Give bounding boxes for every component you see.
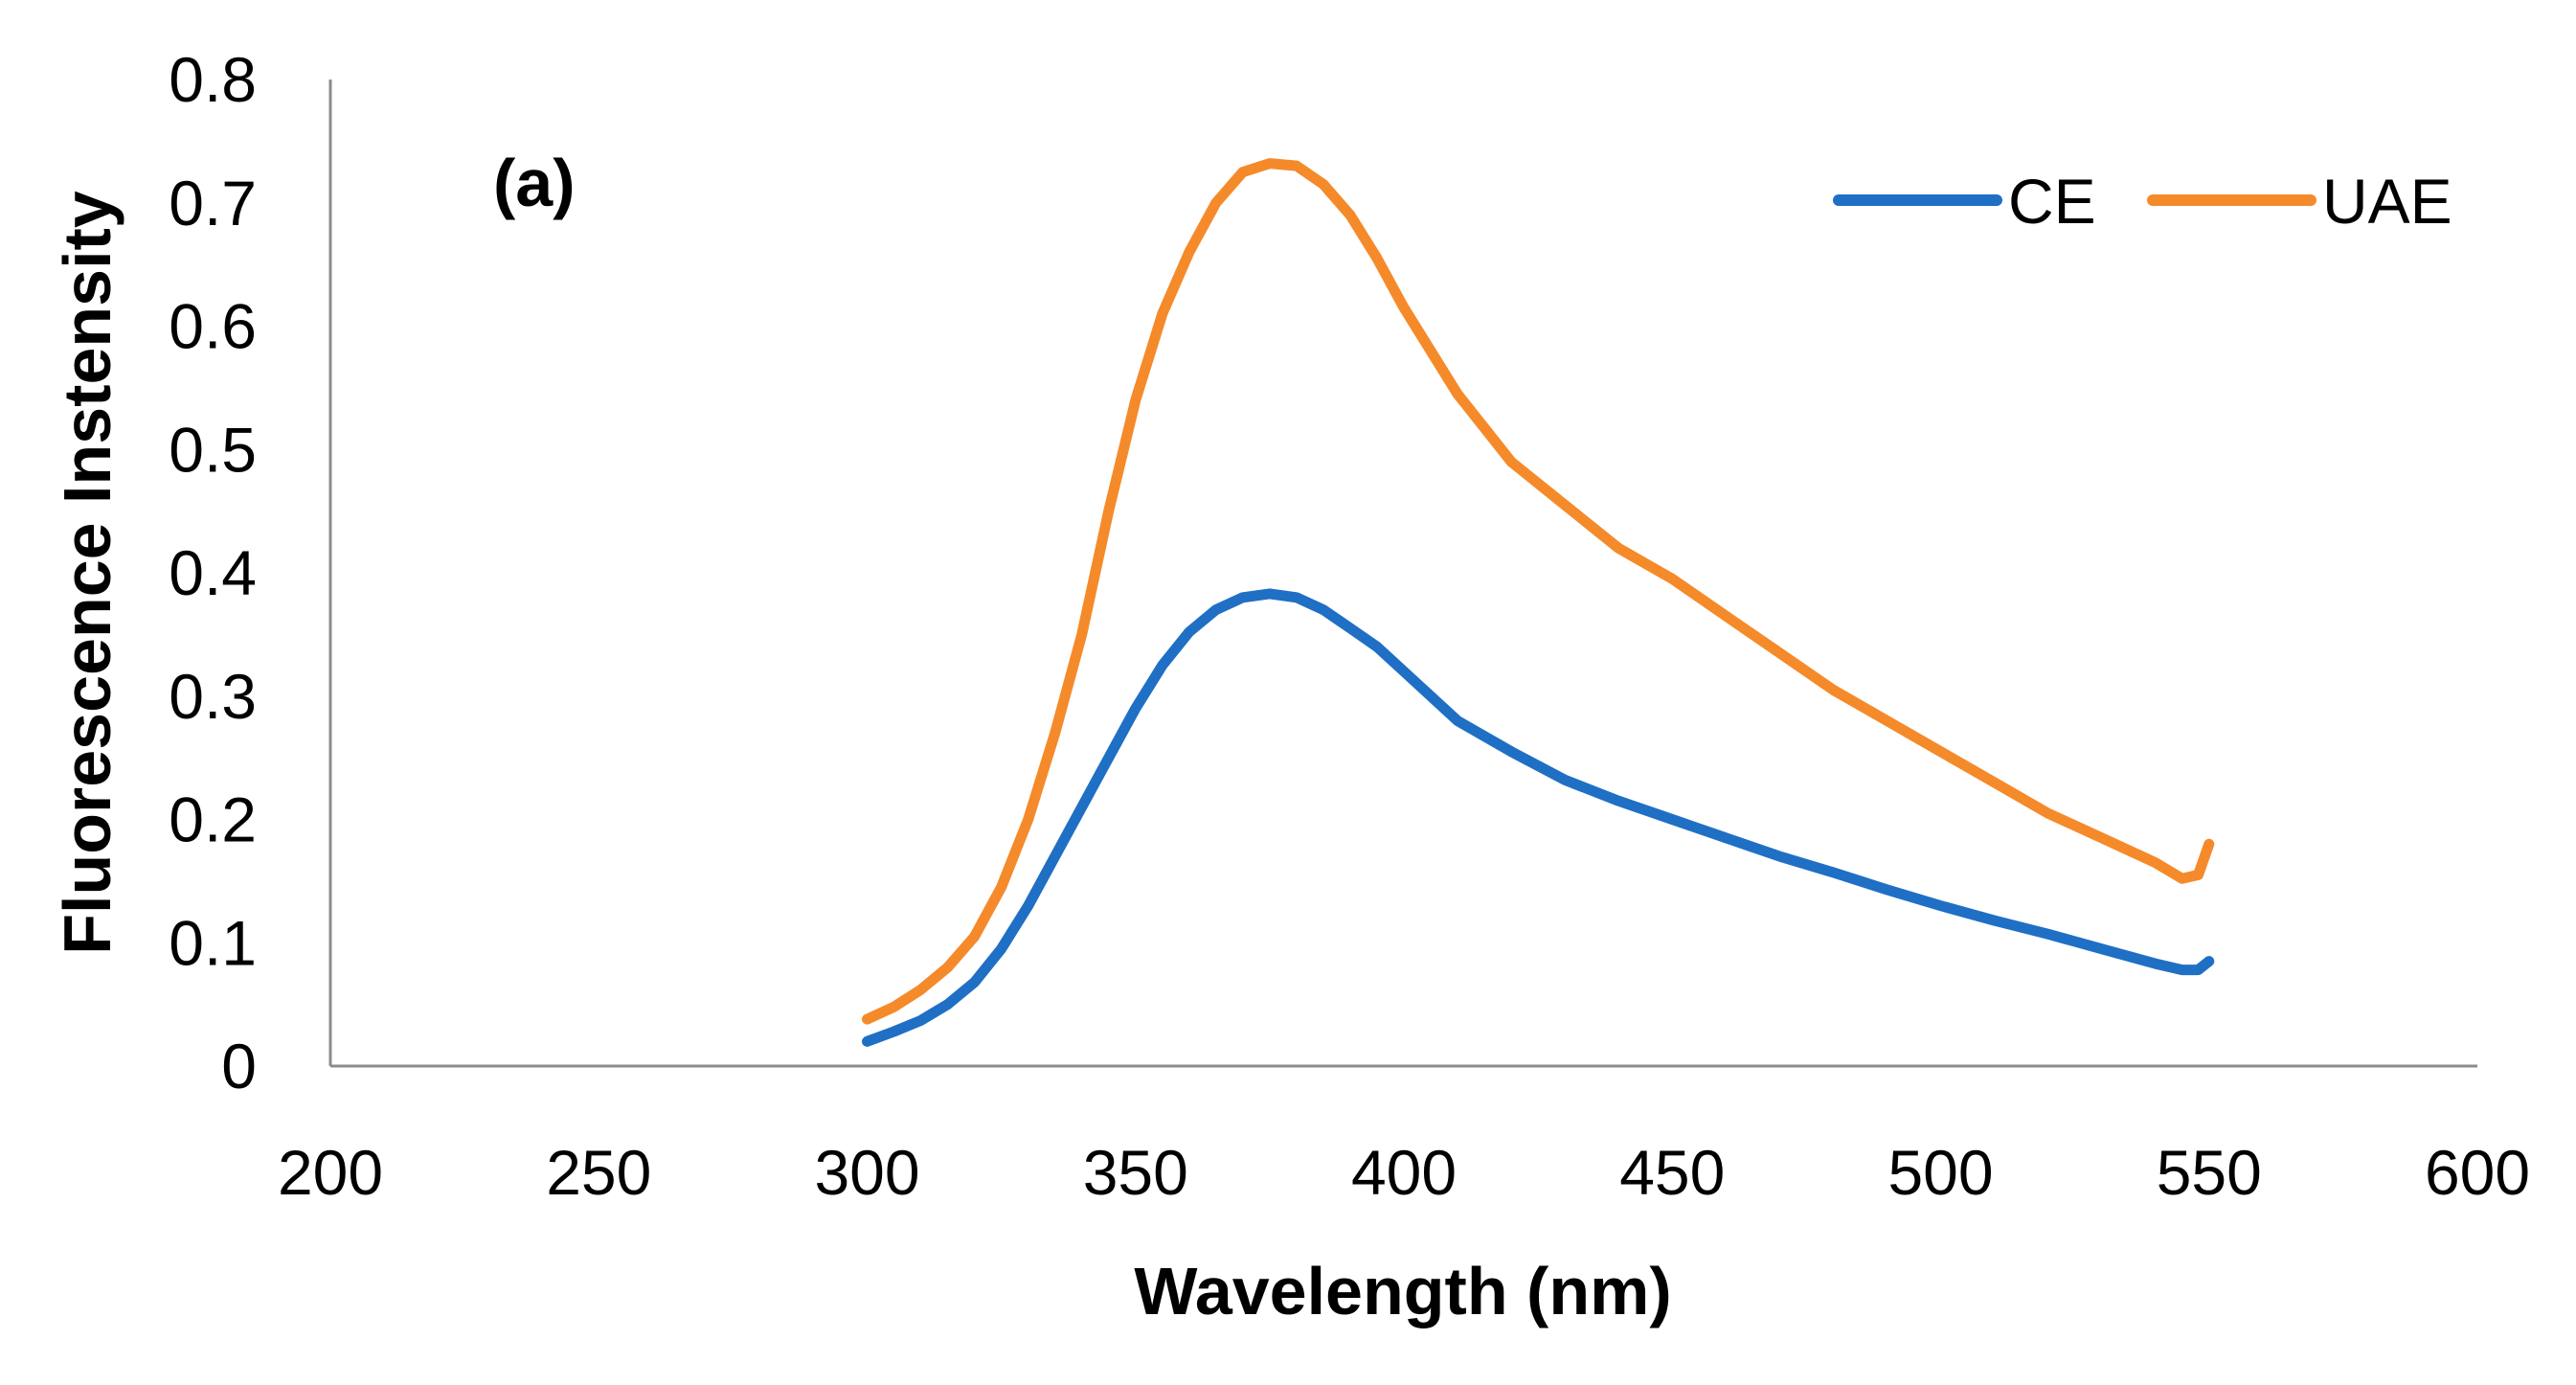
y-axis-title: Fluorescence Instensity [50, 191, 124, 955]
y-tick-label: 0.6 [169, 291, 257, 362]
y-tick-label: 0.2 [169, 784, 257, 855]
legend-label-uae: UAE [2322, 166, 2452, 237]
y-tick-label: 0 [221, 1031, 257, 1101]
x-tick-label: 500 [1887, 1137, 1993, 1208]
y-tick-label: 0.1 [169, 907, 257, 978]
x-tick-label: 200 [278, 1137, 383, 1208]
x-tick-label: 250 [546, 1137, 651, 1208]
y-tick-label: 0.4 [169, 537, 257, 608]
y-tick-label: 0.5 [169, 414, 257, 485]
y-tick-label: 0.3 [169, 661, 257, 732]
x-tick-labels: 200 250 300 350 400 450 500 550 600 [278, 1137, 2530, 1208]
x-tick-label: 600 [2425, 1137, 2530, 1208]
x-tick-label: 350 [1083, 1137, 1188, 1208]
x-tick-label: 400 [1351, 1137, 1457, 1208]
x-tick-label: 450 [1619, 1137, 1725, 1208]
series-line-ce [862, 588, 2215, 1047]
x-tick-label: 300 [814, 1137, 919, 1208]
series-group [862, 158, 2215, 1047]
y-tick-label: 0.7 [169, 168, 257, 238]
x-tick-label: 550 [2157, 1137, 2262, 1208]
panel-label: (a) [493, 146, 576, 220]
legend: CE UAE [1833, 166, 2452, 237]
legend-label-ce: CE [2008, 166, 2096, 237]
x-axis-title: Wavelength (nm) [1134, 1254, 1671, 1328]
y-tick-labels: 0 0.1 0.2 0.3 0.4 0.5 0.6 0.7 0.8 [169, 44, 257, 1101]
series-line-uae [862, 158, 2215, 1025]
y-tick-label: 0.8 [169, 44, 257, 115]
